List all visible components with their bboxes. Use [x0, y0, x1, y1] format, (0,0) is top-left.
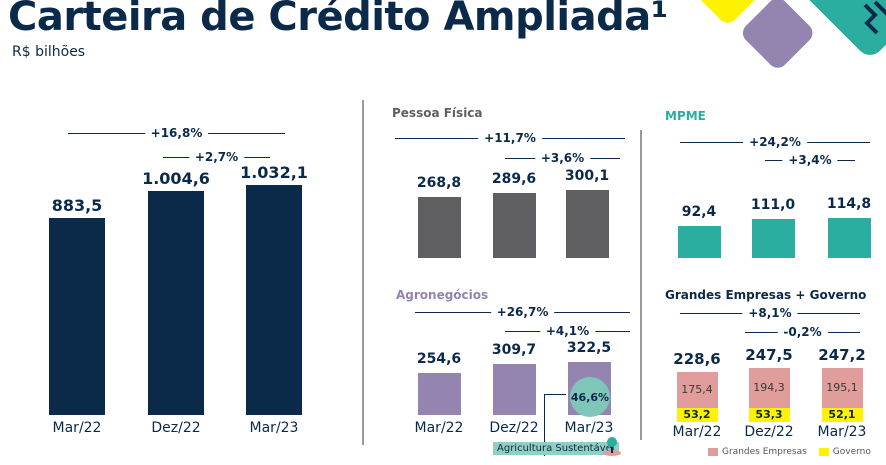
growth-label: +11,7% — [478, 131, 542, 145]
bar-value-label: 322,5 — [566, 339, 612, 356]
panel-title-grandes-empresas-governo: Grandes Empresas + Governo — [665, 288, 867, 302]
sustainable-share-badge: 46,6% — [570, 377, 610, 417]
bar-value-label: 300,1 — [564, 168, 610, 185]
unit-subtitle: R$ bilhões — [12, 44, 86, 60]
bar-value-label: 289,6 — [491, 170, 537, 187]
bar-governo — [821, 408, 863, 422]
growth-label: +8,1% — [742, 306, 798, 320]
category-label: Dez/22 — [489, 420, 539, 436]
panel-title-agronegocios: Agronegócios — [396, 288, 489, 302]
bar-grandes-empresas — [676, 372, 718, 408]
bar — [492, 192, 536, 258]
category-label: Dez/22 — [744, 424, 794, 440]
segment-label: 195,1 — [826, 381, 858, 395]
category-label: Mar/22 — [672, 424, 722, 440]
bar — [751, 219, 795, 258]
category-label: Mar/23 — [817, 424, 867, 440]
category-label: Mar/22 — [52, 420, 102, 436]
bar — [565, 190, 609, 258]
growth-label: +26,7% — [490, 305, 555, 319]
bar — [492, 363, 536, 415]
bar-value-label: 309,7 — [491, 341, 537, 358]
sustainable-agriculture-label: Agricultura Sustentável — [493, 442, 619, 455]
bar-value-label: 92,4 — [681, 203, 717, 220]
brand-logo-decoration — [692, 0, 886, 68]
legend-label: Governo — [832, 447, 871, 457]
growth-label: -0,2% — [777, 325, 828, 339]
category-label: Mar/23 — [564, 420, 614, 436]
legend: Grandes Empresas Governo — [708, 447, 871, 457]
segment-label: 53,2 — [683, 408, 711, 421]
growth-label: +16,8% — [144, 126, 209, 140]
bar-grandes-empresas — [748, 368, 790, 408]
bar-value-label: 254,6 — [416, 350, 462, 367]
bar-value-label: 1.032,1 — [240, 162, 308, 182]
growth-label: +3,4% — [782, 153, 838, 167]
segment-label: 52,1 — [828, 408, 856, 421]
panel-title-mpme: MPME — [665, 109, 706, 123]
legend-swatch-grandes-empresas — [708, 448, 718, 456]
bar-value-label: 1.004,6 — [142, 168, 210, 188]
bar-value-label: 114,8 — [826, 195, 872, 212]
bar — [49, 217, 105, 415]
bar-total-label: 247,5 — [745, 346, 793, 365]
segment-label: 175,4 — [681, 383, 713, 397]
growth-label: +2,7% — [188, 150, 245, 164]
bar-total-label: 228,6 — [673, 350, 721, 369]
bar — [417, 197, 461, 258]
bar-total-label: 247,2 — [818, 346, 866, 365]
tree-icon — [603, 437, 621, 456]
annotation — [544, 371, 604, 456]
bar — [417, 372, 461, 415]
page-title: Carteira de Crédito Ampliada¹ — [8, 0, 668, 40]
bar-governo — [748, 408, 790, 422]
growth-label: +3,6% — [534, 151, 591, 165]
divider — [640, 130, 642, 440]
category-label: Mar/22 — [414, 420, 464, 436]
growth-label: +24,2% — [743, 135, 807, 149]
segment-label: 53,3 — [755, 408, 783, 421]
category-label: Mar/23 — [249, 420, 299, 436]
bar-grandes-empresas — [821, 368, 863, 408]
divider — [362, 100, 364, 445]
legend-swatch-governo — [818, 448, 829, 456]
bar-value-label: 883,5 — [51, 195, 103, 215]
segment-label: 194,3 — [753, 381, 785, 395]
bar — [246, 184, 302, 415]
bar-value-label: 111,0 — [750, 197, 796, 214]
category-label: Dez/22 — [151, 420, 201, 436]
bar-value-label: 268,8 — [416, 175, 462, 192]
bar-governo — [676, 408, 718, 422]
bar — [827, 217, 871, 258]
bar — [148, 190, 204, 415]
growth-label: +4,1% — [539, 324, 596, 338]
legend-label: Grandes Empresas — [722, 447, 807, 457]
panel-title-pessoa-fisica: Pessoa Física — [392, 106, 483, 120]
bar — [677, 225, 721, 258]
